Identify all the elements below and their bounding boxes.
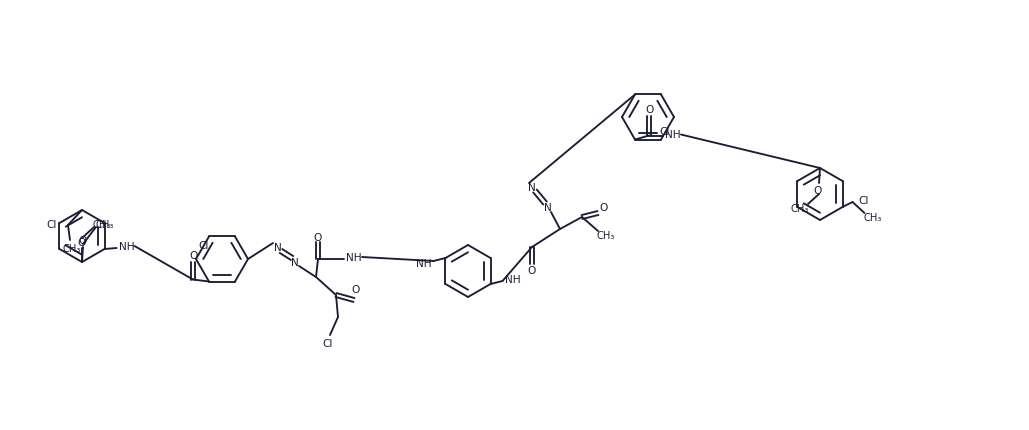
Text: CH₃: CH₃ (63, 243, 81, 253)
Text: N: N (544, 203, 552, 212)
Text: NH: NH (665, 129, 681, 139)
Text: O: O (352, 284, 360, 294)
Text: NH: NH (346, 252, 362, 262)
Text: Cl: Cl (323, 338, 333, 348)
Text: O: O (314, 233, 322, 243)
Text: O: O (189, 250, 199, 260)
Text: CH₃: CH₃ (863, 212, 882, 222)
Text: O: O (600, 203, 608, 212)
Text: N: N (291, 258, 298, 267)
Text: N: N (274, 243, 282, 252)
Text: N: N (528, 183, 536, 193)
Text: NH: NH (118, 241, 135, 252)
Text: O: O (528, 265, 536, 275)
Text: O: O (78, 237, 86, 247)
Text: Cl: Cl (660, 126, 670, 136)
Text: O: O (814, 186, 822, 196)
Text: O: O (646, 104, 654, 114)
Text: CH₃: CH₃ (791, 203, 809, 214)
Text: Cl: Cl (46, 219, 57, 230)
Text: CH₃: CH₃ (597, 230, 615, 240)
Text: CH₃: CH₃ (96, 219, 114, 230)
Text: Cl: Cl (858, 196, 868, 206)
Text: O: O (79, 236, 87, 246)
Text: CH₃: CH₃ (93, 219, 111, 230)
Text: NH: NH (504, 274, 521, 284)
Text: NH: NH (416, 258, 431, 268)
Text: Cl: Cl (199, 241, 209, 251)
